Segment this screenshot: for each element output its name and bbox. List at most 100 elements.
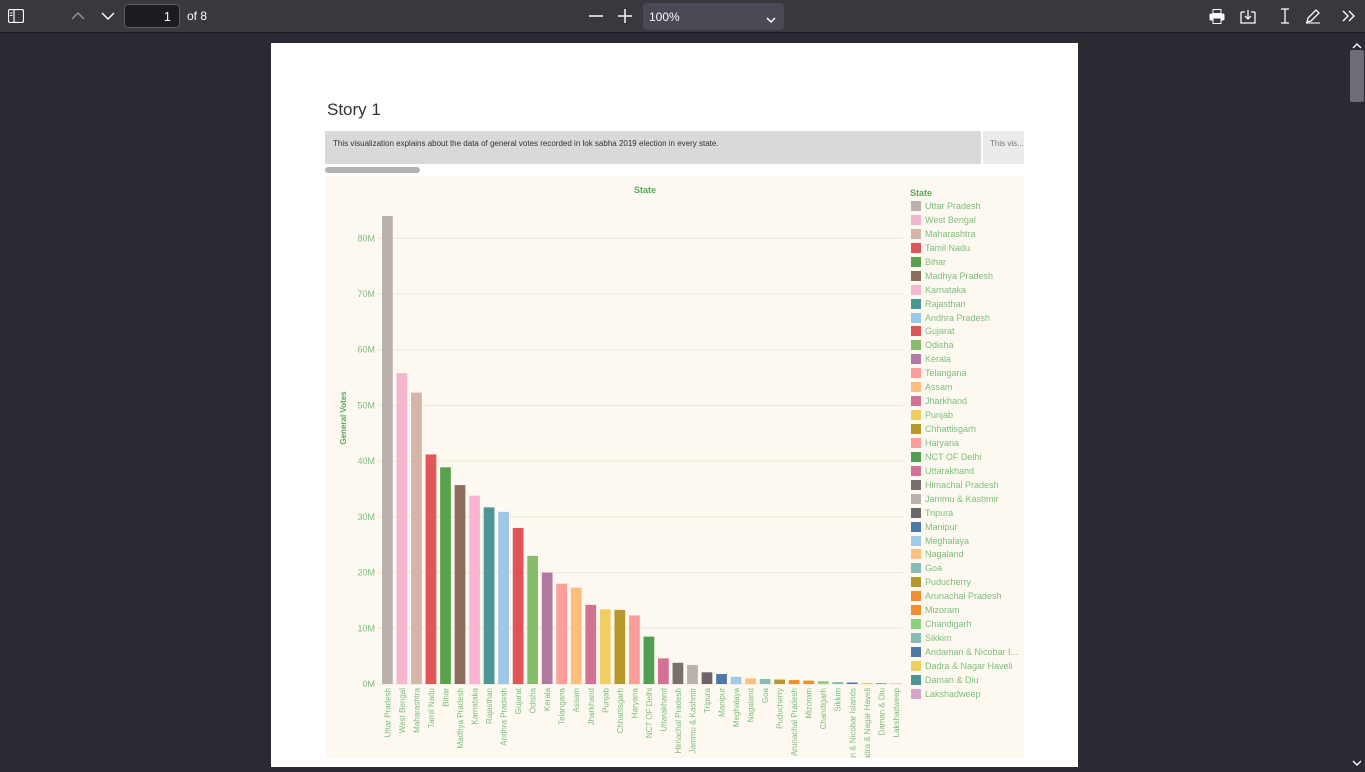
zoom-out-icon[interactable] (582, 3, 610, 29)
bar[interactable] (498, 511, 509, 684)
sidebar-toggle-icon[interactable] (2, 3, 30, 29)
legend-item[interactable]: Gujarat (910, 324, 1022, 338)
legend-item[interactable]: Andaman & Nicobar I... (910, 645, 1022, 659)
legend-item[interactable]: Rajasthan (910, 297, 1022, 311)
bar[interactable] (527, 555, 539, 684)
legend-item[interactable]: Tripura (910, 506, 1022, 520)
legend-swatch (911, 410, 921, 421)
bar[interactable] (745, 678, 756, 684)
legend-item[interactable]: Puducherry (910, 575, 1022, 589)
previous-page-icon[interactable] (64, 3, 92, 29)
legend-item[interactable]: Maharashtra (910, 227, 1022, 241)
bar[interactable] (890, 683, 902, 684)
legend-item[interactable]: Haryana (910, 436, 1022, 450)
y-tick-label: 10M (357, 623, 375, 633)
legend-item[interactable]: Madhya Pradesh (910, 269, 1022, 283)
bar[interactable] (701, 672, 713, 684)
legend-item[interactable]: Meghalaya (910, 534, 1022, 548)
legend-item[interactable]: Nagaland (910, 547, 1022, 561)
story-caption-strip: This visualization explains about the da… (325, 131, 1024, 164)
legend-swatch (911, 577, 921, 588)
legend-item[interactable]: Jammu & Kashmir (910, 492, 1022, 506)
legend-item[interactable]: Telangana (910, 366, 1022, 380)
page-number-input[interactable]: 1 (124, 4, 180, 28)
legend-item[interactable]: Bihar (910, 255, 1022, 269)
legend-item[interactable]: Tamil Nadu (910, 241, 1022, 255)
print-icon[interactable] (1203, 3, 1231, 29)
bar[interactable] (382, 216, 393, 684)
bar[interactable] (425, 454, 437, 684)
next-page-icon[interactable] (94, 3, 122, 29)
bar[interactable] (832, 682, 844, 684)
legend-item[interactable]: NCT OF Delhi (910, 450, 1022, 464)
legend-item[interactable]: Chandigarh (910, 617, 1022, 631)
bar[interactable] (687, 665, 698, 684)
bar[interactable] (846, 682, 858, 684)
legend-item[interactable]: Assam (910, 380, 1022, 394)
bar[interactable] (440, 467, 451, 684)
bar[interactable] (672, 662, 684, 684)
draw-icon[interactable] (1299, 3, 1327, 29)
legend-item[interactable]: Goa (910, 561, 1022, 575)
x-tick-label: Himachal Pradesh (674, 688, 683, 753)
download-icon[interactable] (1234, 3, 1262, 29)
legend-item[interactable]: Lakshadweep (910, 687, 1022, 701)
bar[interactable] (599, 609, 611, 684)
legend-item[interactable]: Manipur (910, 520, 1022, 534)
scroll-up-icon[interactable] (1352, 36, 1362, 54)
bar[interactable] (483, 507, 495, 684)
legend-item[interactable]: Uttarakhand (910, 464, 1022, 478)
legend-item[interactable]: Andhra Pradesh (910, 311, 1022, 325)
legend-item[interactable]: Dadra & Nagar Haveli (910, 659, 1022, 673)
x-tick-label: Haryana (630, 687, 639, 718)
scroll-down-icon[interactable] (1352, 754, 1362, 772)
legend-item[interactable]: Himachal Pradesh (910, 478, 1022, 492)
bar[interactable] (570, 587, 582, 684)
bar[interactable] (643, 636, 655, 684)
zoom-in-icon[interactable] (611, 3, 639, 29)
legend-item[interactable]: Kerala (910, 352, 1022, 366)
scrollbar-thumb[interactable] (1350, 50, 1364, 102)
bar[interactable] (774, 679, 786, 684)
legend-item[interactable]: Arunachal Pradesh (910, 589, 1022, 603)
bar[interactable] (716, 673, 727, 684)
bar[interactable] (585, 604, 597, 684)
legend-item[interactable]: Uttar Pradesh (910, 199, 1022, 213)
vertical-scrollbar[interactable] (1349, 34, 1365, 767)
bar[interactable] (614, 609, 626, 684)
legend-item[interactable]: Odisha (910, 338, 1022, 352)
bar[interactable] (396, 373, 408, 684)
legend-item[interactable]: Daman & Diu (910, 673, 1022, 687)
legend-item[interactable]: West Bengal (910, 213, 1022, 227)
legend-item[interactable]: Sikkim (910, 631, 1022, 645)
bar[interactable] (556, 583, 568, 684)
bar[interactable] (788, 680, 800, 684)
legend-item[interactable]: Punjab (910, 408, 1022, 422)
bar[interactable] (803, 680, 815, 684)
story-point-caption-next[interactable]: This vis... (983, 131, 1024, 164)
bar[interactable] (875, 683, 887, 684)
bar[interactable] (469, 495, 480, 684)
zoom-select[interactable]: 100% (643, 3, 784, 30)
bar[interactable] (730, 676, 742, 684)
legend-item[interactable]: Jharkhand (910, 394, 1022, 408)
bar[interactable] (628, 615, 640, 684)
legend-item[interactable]: Karnataka (910, 283, 1022, 297)
bar[interactable] (861, 682, 873, 684)
bar[interactable] (759, 678, 771, 684)
x-tick-label: Gujarat (514, 687, 523, 714)
caption-scrollbar[interactable] (325, 167, 420, 173)
more-tools-icon[interactable] (1335, 3, 1363, 29)
bar[interactable] (454, 485, 466, 684)
legend-swatch (911, 549, 921, 560)
bar[interactable] (541, 572, 553, 684)
story-point-caption[interactable]: This visualization explains about the da… (325, 131, 981, 164)
bar[interactable] (512, 528, 524, 684)
text-cursor-icon[interactable] (1271, 3, 1299, 29)
document-viewer[interactable]: Story 1 This visualization explains abou… (0, 34, 1349, 767)
legend-item[interactable]: Chhattisgarh (910, 422, 1022, 436)
bar[interactable] (658, 658, 669, 684)
bar[interactable] (411, 392, 422, 684)
legend-item[interactable]: Mizoram (910, 603, 1022, 617)
bar[interactable] (817, 681, 829, 684)
